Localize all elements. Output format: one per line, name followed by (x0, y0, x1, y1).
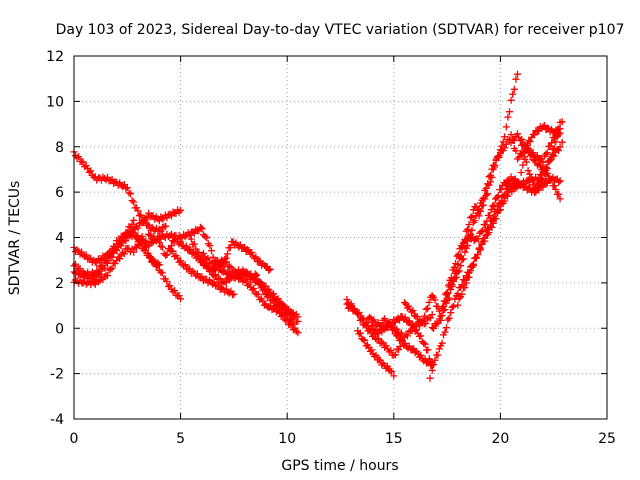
data-point-markers (198, 225, 274, 274)
y-tick-label: 6 (55, 185, 64, 201)
y-axis-label: SDTVAR / TECUs (7, 181, 23, 296)
x-tick-label: 0 (70, 431, 79, 447)
data-series (343, 300, 436, 370)
y-tick-label: 4 (55, 231, 64, 247)
y-tick-label: 10 (46, 94, 64, 110)
y-tick-label: 0 (55, 321, 64, 337)
data-series (166, 246, 238, 299)
data-series (198, 249, 302, 337)
plot-frame (73, 55, 608, 420)
data-series (251, 270, 298, 328)
x-axis-label: GPS time / hours (281, 458, 398, 474)
data-points (70, 70, 566, 382)
y-tick-label: -2 (50, 367, 64, 383)
data-point-markers (439, 122, 564, 311)
data-point-markers (354, 327, 398, 380)
data-point-markers (518, 118, 566, 192)
grid-lines (74, 56, 607, 419)
data-series (354, 327, 398, 380)
axis-ticks (73, 55, 608, 420)
x-tick-label: 25 (598, 431, 616, 447)
data-series (518, 118, 566, 192)
x-tick-label: 10 (278, 431, 296, 447)
data-point-markers (343, 300, 436, 370)
y-tick-labels: -4 -2 0 2 4 6 8 10 12 (46, 49, 64, 428)
y-tick-label: 2 (55, 276, 64, 292)
y-tick-label: 8 (55, 140, 64, 156)
data-point-markers (166, 246, 238, 299)
data-point-markers (198, 249, 302, 337)
data-series (198, 225, 274, 274)
x-tick-labels: 0 5 10 15 20 25 (70, 431, 616, 447)
x-tick-label: 5 (176, 431, 185, 447)
y-tick-label: 12 (46, 49, 64, 65)
data-point-markers (251, 270, 298, 328)
data-series (439, 122, 564, 311)
chart-title: Day 103 of 2023, Sidereal Day-to-day VTE… (56, 22, 625, 38)
x-tick-label: 15 (385, 431, 403, 447)
y-tick-label: -4 (50, 412, 64, 428)
x-tick-label: 20 (491, 431, 509, 447)
